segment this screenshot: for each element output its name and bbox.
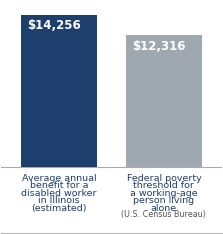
Text: a working-age: a working-age <box>130 189 198 198</box>
Text: person living: person living <box>133 196 194 205</box>
Text: benefit for a: benefit for a <box>30 181 88 190</box>
Text: threshold for: threshold for <box>134 181 194 190</box>
Text: in Illinois: in Illinois <box>38 196 80 205</box>
Text: (U.S. Census Bureau): (U.S. Census Bureau) <box>122 210 206 219</box>
Text: Federal poverty: Federal poverty <box>127 174 201 183</box>
Text: $14,256: $14,256 <box>28 19 81 32</box>
Text: alone: alone <box>151 204 177 213</box>
Bar <box>21 15 97 167</box>
Bar <box>126 35 202 167</box>
Text: (estimated): (estimated) <box>31 204 87 213</box>
Text: disabled worker: disabled worker <box>21 189 97 198</box>
Text: Average annual: Average annual <box>22 174 96 183</box>
Text: $12,316: $12,316 <box>132 40 186 53</box>
